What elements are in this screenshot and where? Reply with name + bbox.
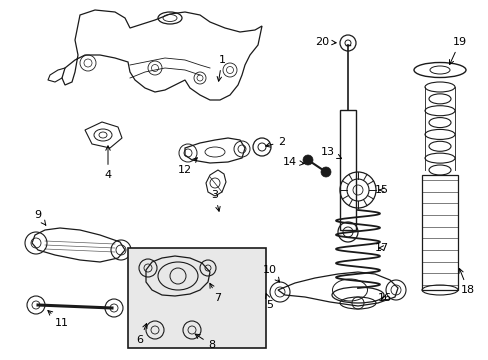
Text: 13: 13 — [320, 147, 341, 158]
Text: 1: 1 — [217, 55, 225, 81]
Circle shape — [303, 155, 312, 165]
Text: 7: 7 — [209, 283, 221, 303]
Text: 11: 11 — [48, 311, 69, 328]
Text: 19: 19 — [448, 37, 466, 64]
Bar — [128, 248, 265, 348]
Text: 14: 14 — [283, 157, 304, 167]
Circle shape — [320, 167, 330, 177]
Text: 9: 9 — [34, 210, 46, 225]
Text: 2: 2 — [265, 137, 285, 147]
Text: 4: 4 — [104, 146, 111, 180]
Bar — [339, 110, 355, 230]
Text: 17: 17 — [374, 243, 388, 253]
Text: 15: 15 — [374, 185, 388, 195]
Text: 3: 3 — [211, 190, 220, 211]
Text: 12: 12 — [178, 158, 197, 175]
Text: 16: 16 — [377, 293, 391, 303]
Text: 20: 20 — [314, 37, 335, 47]
Text: 18: 18 — [458, 269, 474, 295]
Text: 5: 5 — [265, 294, 273, 310]
Text: 8: 8 — [195, 334, 215, 350]
Text: 10: 10 — [263, 265, 279, 282]
Text: 6: 6 — [136, 324, 147, 345]
Bar — [421, 175, 457, 290]
